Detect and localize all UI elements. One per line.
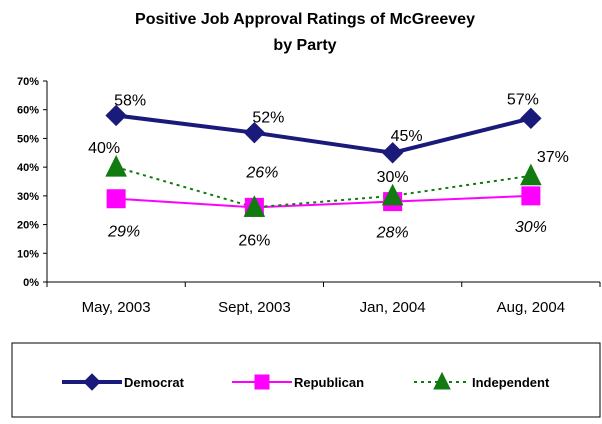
data-label-independent: 37%: [537, 149, 569, 166]
data-label-democrat: 57%: [507, 91, 539, 108]
data-point-democrat: [243, 121, 266, 144]
legend: Democrat Republican Independent: [62, 371, 550, 391]
x-ticks: May, 2003 Sept, 2003 Jan, 2004 Aug, 2004: [46, 282, 601, 316]
data-label-republican: 26%: [245, 164, 278, 181]
data-label-independent: 30%: [377, 169, 409, 186]
data-label-democrat: 52%: [252, 110, 284, 127]
y-tick-label: 50%: [17, 133, 39, 145]
data-point-democrat: [105, 104, 127, 127]
series-markers: [105, 104, 542, 217]
series-line-independent: [115, 166, 532, 209]
y-tick-label: 0%: [23, 277, 39, 289]
data-point-democrat: [520, 107, 542, 130]
data-point-republican: [521, 186, 541, 206]
data-point-independent: [243, 195, 266, 217]
y-tick-label: 70%: [17, 76, 39, 88]
series-line-republican: [116, 194, 531, 209]
data-label-democrat: 58%: [114, 92, 146, 109]
chart-title: Positive Job Approval Ratings of McGreev…: [135, 11, 475, 28]
data-label-republican: 28%: [376, 225, 409, 242]
data-point-independent: [520, 163, 542, 186]
legend-marker-democrat: [83, 373, 101, 391]
data-label-democrat: 45%: [391, 128, 423, 145]
data-point-republican: [106, 189, 126, 209]
data-labels: 58% 52% 45% 57% 29% 26% 28% 30% 40% 26% 30% 37%: [88, 91, 569, 249]
y-ticks: 0% 10% 20% 30% 40% 50% 60% 70%: [17, 76, 47, 289]
legend-label-independent: Independent: [472, 375, 550, 390]
x-tick-label: May, 2003: [82, 299, 151, 316]
chart-subtitle: by Party: [273, 37, 336, 54]
data-label-republican: 30%: [515, 219, 547, 236]
data-label-independent: 40%: [88, 140, 120, 157]
y-tick-label: 60%: [17, 105, 39, 117]
legend-label-democrat: Democrat: [124, 375, 185, 390]
data-point-independent: [105, 155, 127, 177]
x-tick-label: Aug, 2004: [497, 299, 565, 316]
y-tick-label: 10%: [17, 248, 39, 260]
y-tick-label: 40%: [17, 162, 39, 174]
legend-marker-republican: [254, 374, 270, 390]
data-label-republican: 29%: [107, 224, 140, 241]
x-tick-label: Jan, 2004: [360, 299, 426, 316]
y-tick-label: 20%: [17, 220, 39, 232]
x-tick-label: Sept, 2003: [218, 299, 291, 316]
series-line-democrat: [115, 113, 532, 155]
y-tick-label: 30%: [17, 191, 39, 203]
data-point-independent: [381, 183, 404, 206]
legend-marker-independent: [433, 371, 451, 390]
legend-label-republican: Republican: [294, 375, 364, 390]
data-label-independent: 26%: [238, 232, 270, 249]
data-point-democrat: [381, 142, 404, 164]
series-lines: [115, 113, 532, 209]
